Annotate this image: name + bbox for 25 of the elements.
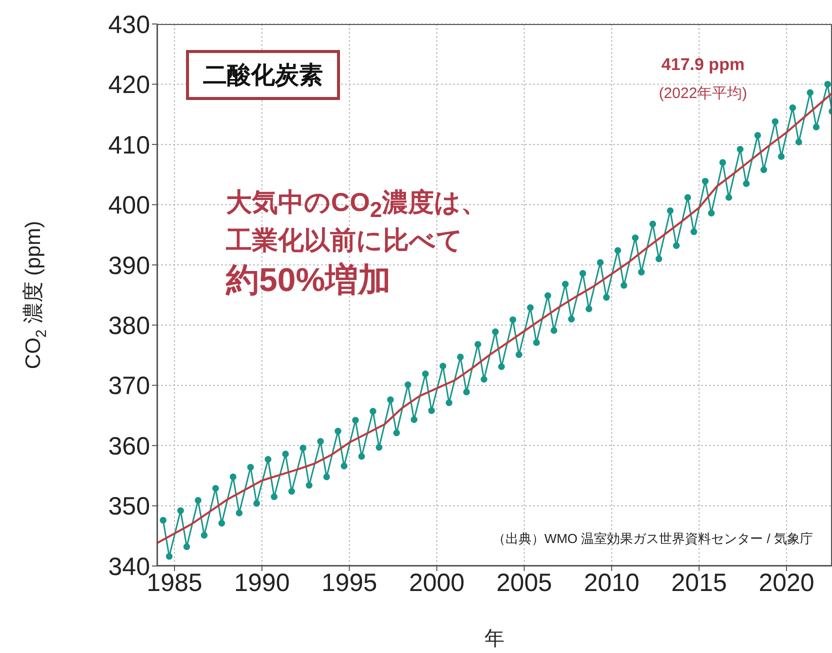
y-tick-label: 340	[108, 552, 150, 581]
x-tick-label: 2015	[671, 568, 727, 597]
x-tick-label: 2010	[584, 568, 640, 597]
y-tick-label: 370	[108, 372, 150, 400]
y-tick-label: 380	[108, 312, 150, 340]
x-tick-label: 1990	[234, 568, 290, 597]
annotation: 約50%増加	[226, 261, 392, 298]
x-tick-label: 2000	[408, 568, 465, 597]
text: 二酸化炭素	[186, 50, 340, 100]
annotation: (2022年平均)	[658, 85, 748, 102]
annotation: （出典）WMO 温室効果ガス世界資料センター / 気象庁	[491, 531, 813, 546]
annotation: 大気中のCO$_{2}$濃度は、	[226, 187, 488, 222]
y-tick-label: 430	[108, 10, 150, 39]
y-tick-label: 390	[108, 252, 150, 280]
y-tick-label: 360	[108, 432, 150, 460]
x-tick-label: 2020	[758, 568, 814, 597]
annotation: 工業化以前に比べて	[226, 225, 464, 255]
x-axis-title: 年	[484, 628, 504, 650]
y-tick-label: 350	[108, 492, 150, 521]
y-tick-label: 420	[108, 71, 150, 100]
annotation: 417.9 ppm	[660, 55, 746, 75]
x-tick-label: 2005	[496, 568, 552, 597]
y-tick-label: 410	[108, 131, 150, 160]
y-tick-label: 400	[108, 192, 150, 220]
x-tick-label: 1995	[322, 568, 378, 597]
